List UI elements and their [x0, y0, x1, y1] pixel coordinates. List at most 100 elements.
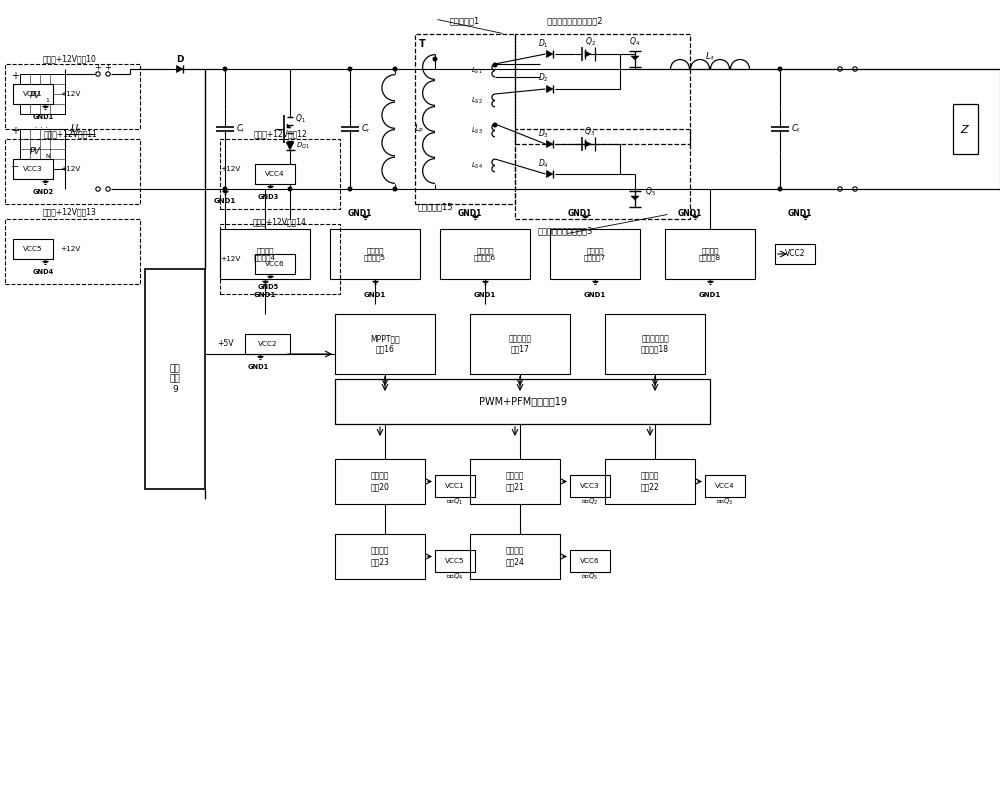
Circle shape — [393, 67, 397, 71]
Text: 第五路+12V输出14: 第五路+12V输出14 — [253, 218, 307, 226]
Text: VCC4: VCC4 — [265, 171, 285, 177]
Bar — [220, 139, 340, 209]
Bar — [20, 129, 65, 169]
Text: 第四路+12V输出13: 第四路+12V输出13 — [43, 208, 97, 216]
Bar — [13, 159, 53, 179]
Text: $D_2$: $D_2$ — [538, 72, 548, 84]
Text: $Q_4$: $Q_4$ — [629, 35, 641, 47]
Text: 第二驱动
电路21: 第二驱动 电路21 — [506, 472, 524, 492]
Polygon shape — [546, 50, 553, 58]
Polygon shape — [631, 56, 639, 60]
Bar — [145, 269, 205, 489]
Bar — [570, 475, 610, 497]
Bar — [255, 164, 295, 184]
Text: 第一电流
采样电路5: 第一电流 采样电路5 — [364, 247, 386, 261]
Text: VCC4: VCC4 — [715, 483, 735, 489]
Circle shape — [223, 187, 227, 191]
Text: $D_3$: $D_3$ — [538, 127, 548, 140]
Text: $L_{\rm f}$: $L_{\rm f}$ — [705, 50, 715, 63]
Text: GND1: GND1 — [32, 114, 54, 120]
Text: 驱动$Q_1$: 驱动$Q_1$ — [446, 497, 464, 507]
Text: PV: PV — [30, 92, 40, 100]
Text: +12V: +12V — [220, 256, 240, 262]
Text: GND3: GND3 — [257, 194, 279, 200]
Polygon shape — [546, 140, 553, 148]
Text: $C_{\rm f}$: $C_{\rm f}$ — [791, 123, 801, 135]
Circle shape — [348, 67, 352, 71]
Text: $D_4$: $D_4$ — [538, 157, 548, 170]
Text: 驱动$Q_3$: 驱动$Q_3$ — [716, 497, 734, 507]
Circle shape — [778, 187, 782, 191]
Bar — [550, 229, 640, 279]
Text: VCC2: VCC2 — [785, 249, 805, 259]
Text: $Z$: $Z$ — [960, 123, 970, 135]
Text: $D_1$: $D_1$ — [538, 37, 548, 50]
Bar — [775, 244, 815, 264]
Text: 第二电流
采样电路7: 第二电流 采样电路7 — [584, 247, 606, 261]
Text: +12V: +12V — [60, 166, 80, 172]
Text: PV: PV — [30, 147, 40, 155]
Circle shape — [223, 67, 227, 71]
Bar — [20, 74, 65, 114]
Text: N: N — [45, 154, 50, 159]
Text: 第二高频整流控制电路3: 第二高频整流控制电路3 — [537, 226, 593, 235]
Circle shape — [348, 187, 352, 191]
Text: 第二电压
采样电路6: 第二电压 采样电路6 — [474, 247, 496, 261]
Text: GND1: GND1 — [254, 292, 276, 298]
Circle shape — [493, 63, 497, 67]
Text: +12V: +12V — [60, 91, 80, 97]
Text: 驱动$Q_4$: 驱动$Q_4$ — [446, 572, 464, 582]
Text: −: − — [11, 162, 19, 172]
Bar — [5, 139, 140, 204]
Circle shape — [393, 187, 397, 191]
Bar — [415, 34, 515, 204]
Text: 电压电流反馈
控制程序18: 电压电流反馈 控制程序18 — [641, 335, 669, 353]
Bar — [5, 219, 140, 284]
Text: $Q_5$: $Q_5$ — [645, 185, 656, 197]
Text: +12V: +12V — [220, 166, 240, 172]
Text: GND1: GND1 — [584, 292, 606, 298]
Bar — [665, 229, 755, 279]
Text: +: + — [105, 62, 111, 72]
Text: +12V: +12V — [60, 246, 80, 252]
Text: MPPT控制
程序16: MPPT控制 程序16 — [370, 335, 400, 353]
Bar — [335, 534, 425, 579]
Text: 第五驱动
电路24: 第五驱动 电路24 — [506, 547, 524, 567]
Circle shape — [433, 57, 437, 61]
Bar — [255, 254, 295, 274]
Text: 软开关判断
程序17: 软开关判断 程序17 — [508, 335, 532, 353]
Text: GND2: GND2 — [32, 189, 54, 195]
Bar — [605, 314, 705, 374]
Text: GND1: GND1 — [678, 210, 702, 219]
Text: 驱动$Q_2$: 驱动$Q_2$ — [581, 497, 599, 507]
Bar — [220, 224, 340, 294]
Text: GND1: GND1 — [348, 210, 372, 219]
Polygon shape — [546, 170, 553, 178]
Text: $L_{S3}$: $L_{S3}$ — [471, 125, 483, 136]
Text: GND1: GND1 — [474, 292, 496, 298]
Polygon shape — [585, 141, 591, 147]
Polygon shape — [286, 142, 294, 150]
Text: 第一驱动
电路20: 第一驱动 电路20 — [371, 472, 389, 492]
Text: 控制单片机15: 控制单片机15 — [417, 203, 453, 211]
Bar — [605, 459, 695, 504]
Bar — [570, 550, 610, 572]
Text: T: T — [419, 39, 425, 49]
Text: 第一电压
采样电路4: 第一电压 采样电路4 — [254, 247, 276, 261]
Bar — [330, 229, 420, 279]
Bar — [435, 475, 475, 497]
Bar — [13, 239, 53, 259]
Text: 高频变压器1: 高频变压器1 — [450, 17, 480, 25]
Text: +: + — [11, 126, 19, 136]
Text: GND1: GND1 — [788, 210, 812, 219]
Text: GND1: GND1 — [699, 292, 721, 298]
Text: VCC2: VCC2 — [258, 341, 277, 347]
Text: VCC3: VCC3 — [580, 483, 600, 489]
Bar — [952, 104, 978, 154]
Polygon shape — [176, 65, 183, 73]
Text: GND1: GND1 — [568, 210, 592, 219]
Bar — [335, 379, 710, 424]
Bar — [335, 314, 435, 374]
Text: VCC6: VCC6 — [265, 261, 285, 267]
Text: +5V: +5V — [217, 339, 233, 349]
